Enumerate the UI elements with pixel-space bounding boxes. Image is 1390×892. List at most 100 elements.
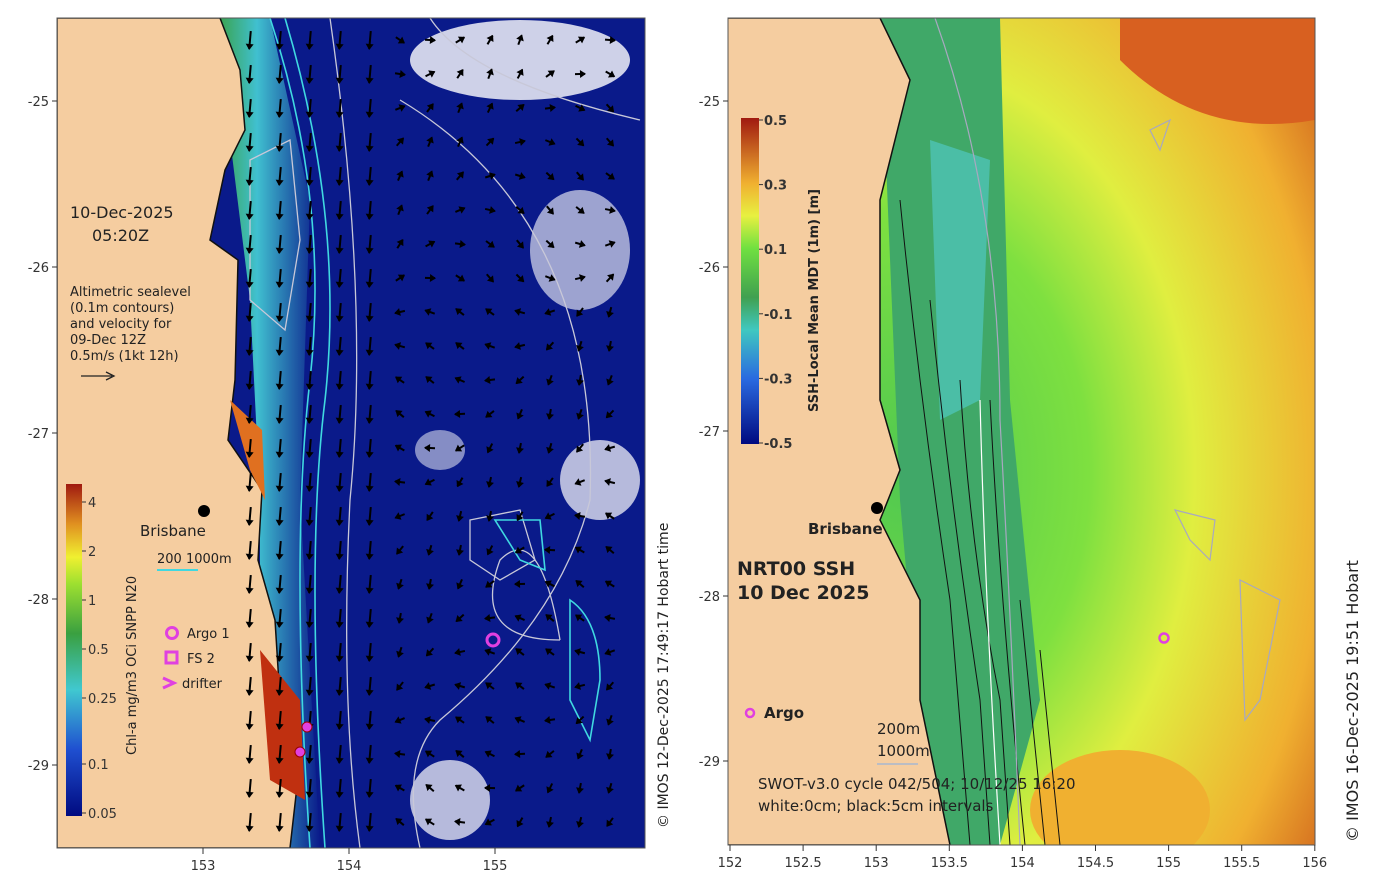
velocity-arrow [335,166,344,186]
velocity-arrow [425,784,435,792]
velocity-arrow [514,342,526,350]
svg-text:Argo 1: Argo 1 [187,627,230,642]
velocity-arrow [576,340,584,352]
velocity-arrow [574,274,586,282]
ssh-high-region [1120,18,1315,124]
velocity-arrow [604,206,616,214]
velocity-arrow [545,750,555,758]
velocity-arrow [575,206,585,214]
velocity-arrow [275,710,284,730]
y-tick-label: -27 [699,425,720,440]
velocity-arrow [485,410,495,418]
velocity-arrow [396,170,404,181]
ssh-low-region [930,140,990,420]
velocity-arrow [575,580,585,588]
velocity-arrow [365,438,374,458]
argo-icon [744,707,756,719]
velocity-arrow [395,376,405,384]
land-mass [728,18,951,845]
velocity-arrow [335,268,344,288]
velocity-arrow [275,64,284,84]
velocity-arrow [454,818,466,826]
velocity-arrow [605,103,615,113]
velocity-arrow [455,36,466,44]
velocity-arrow [456,579,464,590]
velocity-arrow [454,682,466,690]
velocity-arrow [245,744,254,764]
velocity-arrow [365,370,374,390]
ssh-contours-black [899,199,1061,845]
svg-text:FS 2: FS 2 [187,652,215,667]
velocity-arrow [545,239,555,249]
velocity-arrow [456,544,464,556]
velocity-arrow [426,578,434,590]
velocity-arrow [275,200,284,220]
velocity-arrow [576,374,584,386]
y-tick-label: -26 [699,261,720,276]
velocity-arrow [606,340,614,352]
velocity-arrow [514,546,525,554]
x-tick-label: 155 [1156,856,1181,871]
velocity-arrow [335,472,344,492]
velocity-arrow [456,171,464,181]
velocity-arrow [275,540,284,560]
velocity-arrow [576,748,584,760]
velocity-arrow [424,818,435,826]
velocity-arrow [574,70,586,78]
velocity-arrow [576,307,584,317]
coastal-bloom [230,400,265,500]
velocity-arrow [305,200,314,220]
velocity-arrow [544,716,556,724]
velocity-arrow [245,268,254,288]
velocity-arrow [546,477,554,487]
velocity-arrow [335,744,344,764]
velocity-arrow [606,374,614,386]
velocity-arrow [575,614,585,622]
velocity-arrow [275,166,284,186]
velocity-arrow [275,506,284,526]
velocity-arrow [305,302,314,322]
x-tick-label: 152 [718,856,743,871]
velocity-arrow [396,204,404,216]
y-tick-label: -25 [28,95,49,110]
velocity-arrow [245,472,254,492]
velocity-arrow [245,540,254,560]
velocity-arrow [305,234,314,254]
velocity-arrow [245,506,254,526]
velocity-arrow [455,274,466,282]
y-tick-label: -28 [699,590,720,605]
velocity-arrow [456,102,464,114]
velocity-arrow [485,682,495,690]
x-tick-label: 156 [1302,856,1327,871]
velocity-arrow [455,613,465,623]
velocity-arrow [486,545,494,556]
velocity-arrow [604,512,615,520]
velocity-arrow [455,206,466,214]
velocity-note: Altimetric sealevel (0.1m contours) and … [70,285,191,364]
velocity-arrow [365,540,374,560]
velocity-arrow [606,817,614,827]
velocity-arrow [514,716,525,724]
velocity-arrow [544,682,556,690]
velocity-arrow [396,612,404,624]
x-tick-label: 152.5 [784,856,821,871]
velocity-arrow [365,64,374,84]
velocity-arrow [516,34,524,46]
velocity-arrow [515,206,525,214]
velocity-arrow [544,580,555,588]
velocity-arrow [365,608,374,628]
velocity-arrow [245,132,254,152]
left-credit: © IMOS 12-Dec-2025 17:49:17 Hobart time [656,522,672,828]
velocity-arrow [605,546,615,554]
velocity-arrow [305,370,314,390]
velocity-arrow [514,750,526,758]
velocity-arrow [275,98,284,118]
velocity-arrow [544,512,555,520]
velocity-arrow [576,782,584,794]
ssh-colorbar-ticks: 0.5 0.3 0.1 -0.1 -0.3 -0.5 [759,114,792,452]
velocity-arrow [484,172,496,180]
velocity-arrow [275,778,284,798]
velocity-arrow [394,478,406,486]
velocity-arrow [275,676,284,696]
isobath-label-200: 200m [877,720,920,738]
